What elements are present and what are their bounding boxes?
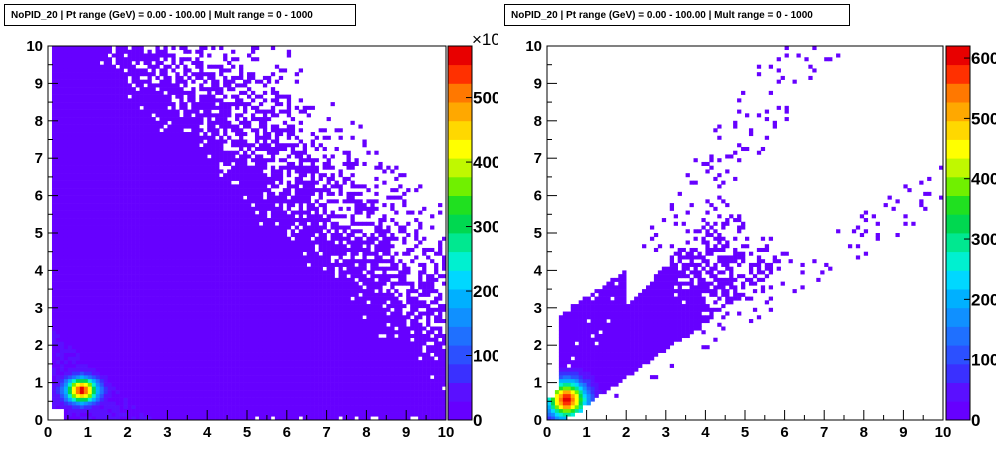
heatmap-left: 0 1 2 3 4 5 6 7 8 9 100123456789100100200300400500… [26, 30, 498, 441]
colorbar-label: 500 [971, 109, 996, 128]
y-tick-label: 9 [35, 75, 43, 92]
heatmap-cells [51, 46, 447, 421]
x-tick-label: 8 [362, 424, 370, 441]
x-tick-label: 0 [44, 424, 52, 441]
colorbar-label: 300 [473, 218, 498, 237]
colorbar-label: 400 [473, 153, 498, 172]
y-tick-label: 8 [534, 113, 542, 130]
y-tick-label: 0 [534, 412, 542, 429]
y-tick-label: 4 [534, 262, 543, 279]
y-tick-label: 3 [534, 300, 542, 317]
heatmap-cells [547, 46, 944, 421]
x-tick-label: 7 [322, 424, 330, 441]
y-tick-label: 5 [534, 225, 542, 242]
colorbar [448, 46, 472, 421]
x-tick-label: 3 [163, 424, 171, 441]
y-tick-label: 5 [35, 225, 43, 242]
x-tick-label: 5 [243, 424, 251, 441]
y-tick-label: 0 [35, 412, 43, 429]
y-tick-label: 7 [35, 150, 43, 167]
x-tick-label: 7 [820, 424, 828, 441]
colorbar-label: 0 [971, 411, 980, 430]
colorbar-label: 400 [971, 170, 996, 189]
left-panel: NoPID_20 | Pt range (GeV) = 0.00 - 100.0… [4, 4, 498, 441]
x-tick-label: 10 [438, 424, 455, 441]
x-tick-label: 9 [402, 424, 410, 441]
right-panel: NoPID_20 | Pt range (GeV) = 0.00 - 100.0… [498, 0, 996, 472]
x-tick-label: 0 [543, 424, 551, 441]
x-tick-label: 6 [283, 424, 291, 441]
heatmap-right: 0 1 2 3 4 5 6 7 8 9 100123456789100100200300400500… [525, 38, 996, 441]
x-tick-label: 1 [582, 424, 590, 441]
colorbar-label: 100 [473, 347, 498, 366]
colorbar-label: 200 [473, 282, 498, 301]
x-tick-label: 4 [203, 424, 212, 441]
x-tick-label: 4 [701, 424, 710, 441]
y-tick-label: 2 [35, 337, 43, 354]
y-tick-label: 3 [35, 300, 43, 317]
y-tick-label: 2 [534, 337, 542, 354]
x-tick-label: 6 [780, 424, 788, 441]
colorbar-label: 300 [971, 230, 996, 249]
colorbar-label: 0 [473, 411, 482, 430]
x-tick-label: 3 [662, 424, 670, 441]
colorbar-label: 100 [971, 351, 996, 370]
y-tick-label: 10 [525, 38, 542, 55]
colorbar-label: 200 [971, 290, 996, 309]
y-tick-label: 6 [35, 188, 43, 205]
colorbar-exponent: ×10 [472, 30, 498, 49]
y-tick-label: 6 [534, 188, 542, 205]
y-tick-label: 7 [534, 150, 542, 167]
x-tick-label: 2 [622, 424, 630, 441]
y-tick-label: 4 [35, 262, 44, 279]
y-tick-label: 1 [35, 375, 43, 392]
plot-title: NoPID_20 | Pt range (GeV) = 0.00 - 100.0… [4, 4, 356, 26]
colorbar [946, 46, 970, 421]
colorbar-label: 600 [971, 49, 996, 68]
x-tick-label: 5 [741, 424, 749, 441]
x-tick-label: 2 [123, 424, 131, 441]
x-tick-label: 9 [899, 424, 907, 441]
y-tick-label: 1 [534, 375, 542, 392]
y-tick-label: 9 [534, 75, 542, 92]
x-tick-label: 8 [860, 424, 868, 441]
colorbar-label: 500 [473, 89, 498, 108]
plot-title: NoPID_20 | Pt range (GeV) = 0.00 - 100.0… [504, 4, 850, 26]
y-tick-label: 8 [35, 113, 43, 130]
y-tick-label: 10 [26, 38, 43, 55]
x-tick-label: 1 [84, 424, 92, 441]
x-tick-label: 10 [935, 424, 952, 441]
